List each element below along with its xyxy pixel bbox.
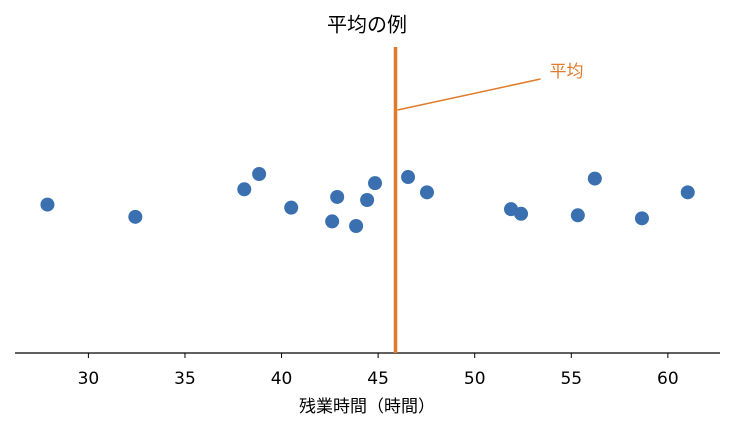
- x-tick-label: 30: [78, 369, 100, 389]
- annotation-label: 平均: [550, 62, 584, 82]
- x-tick-label: 50: [464, 369, 486, 389]
- x-tick-label: 35: [174, 369, 196, 389]
- point: [237, 182, 252, 197]
- point: [360, 193, 375, 207]
- point: [587, 171, 602, 186]
- point: [252, 166, 267, 181]
- point: [634, 211, 649, 226]
- point: [325, 214, 340, 229]
- x-tick-label: 55: [560, 369, 582, 389]
- point: [284, 200, 299, 215]
- point: [349, 219, 364, 234]
- point: [680, 185, 695, 200]
- chart-title: 平均の例: [327, 13, 407, 37]
- x-tick-label: 60: [657, 369, 679, 389]
- x-tick-label: 40: [271, 369, 293, 389]
- point: [330, 189, 345, 204]
- point: [40, 197, 55, 212]
- x-axis-label: 残業時間（時間）: [299, 397, 435, 417]
- point: [514, 206, 529, 221]
- x-tick-label: 45: [367, 369, 389, 389]
- point: [419, 185, 434, 200]
- point: [570, 208, 585, 223]
- point: [368, 176, 383, 191]
- annotation-arrow: [397, 78, 541, 111]
- point: [128, 209, 143, 224]
- point: [401, 170, 416, 185]
